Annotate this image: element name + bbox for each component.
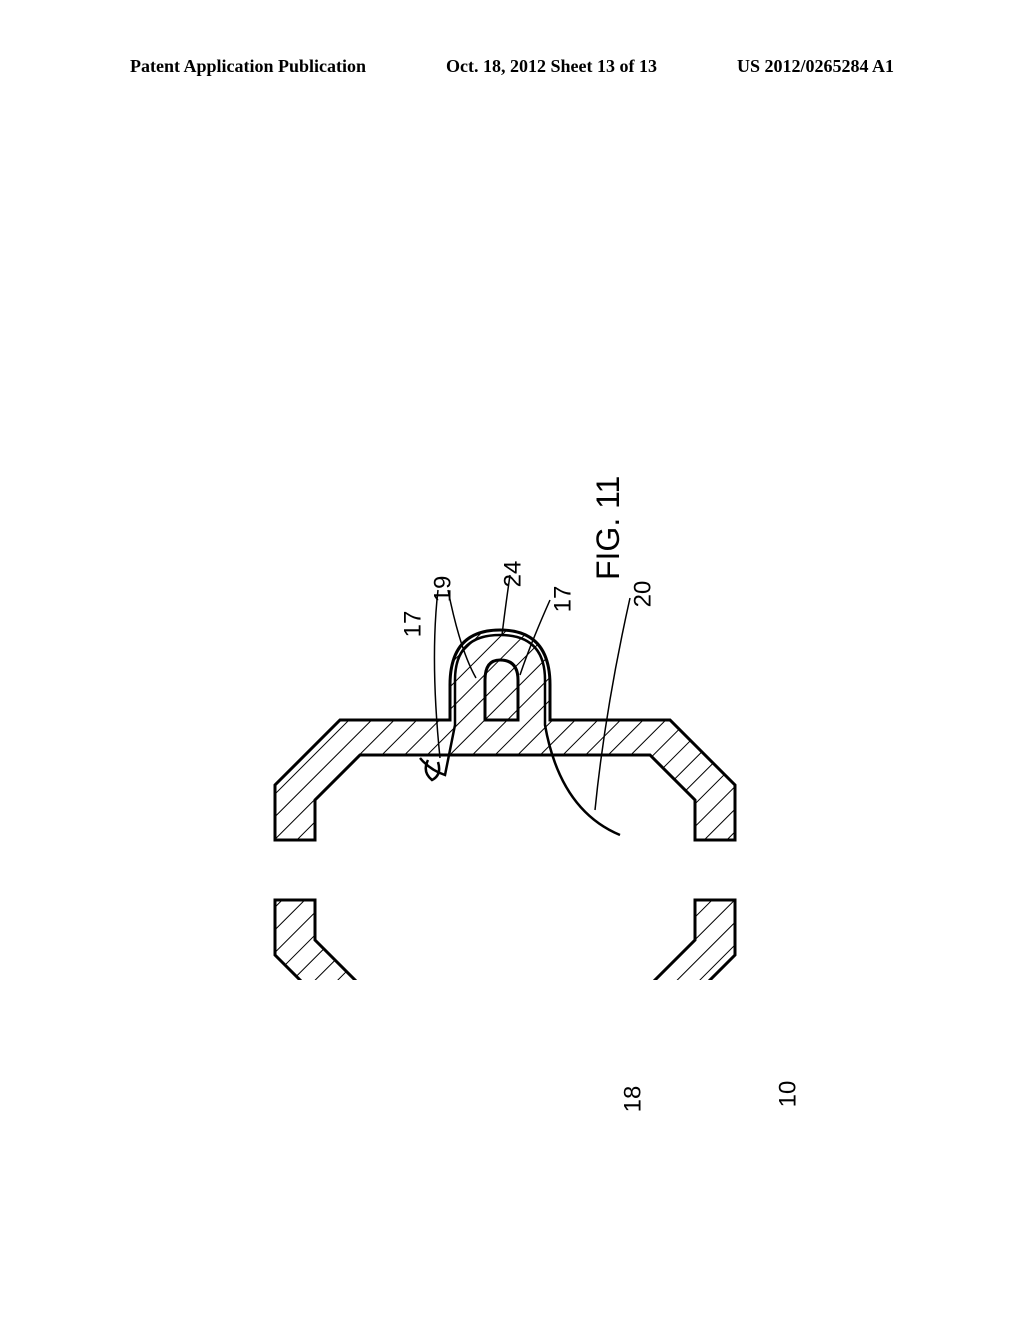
header-left: Patent Application Publication xyxy=(130,56,366,77)
vessel-wall-hatched xyxy=(275,630,735,840)
figure-container: FIG. 11 24 19 17 17 20 18 10 xyxy=(200,280,850,980)
ref-24: 24 xyxy=(499,561,527,588)
vessel-wall-bottom xyxy=(275,900,735,980)
figure-number-label: FIG. 11 xyxy=(590,476,627,580)
ref-17-left: 17 xyxy=(399,611,427,638)
patent-figure-diagram xyxy=(200,280,850,980)
header-right: US 2012/0265284 A1 xyxy=(737,56,894,77)
leader-20 xyxy=(595,598,630,810)
header-center: Oct. 18, 2012 Sheet 13 of 13 xyxy=(446,56,657,77)
ref-10: 10 xyxy=(774,1081,802,1108)
ref-20: 20 xyxy=(629,581,657,608)
ref-19: 19 xyxy=(429,576,457,603)
page-header: Patent Application Publication Oct. 18, … xyxy=(0,56,1024,77)
ref-18: 18 xyxy=(619,1086,647,1113)
ref-17-right: 17 xyxy=(549,586,577,613)
